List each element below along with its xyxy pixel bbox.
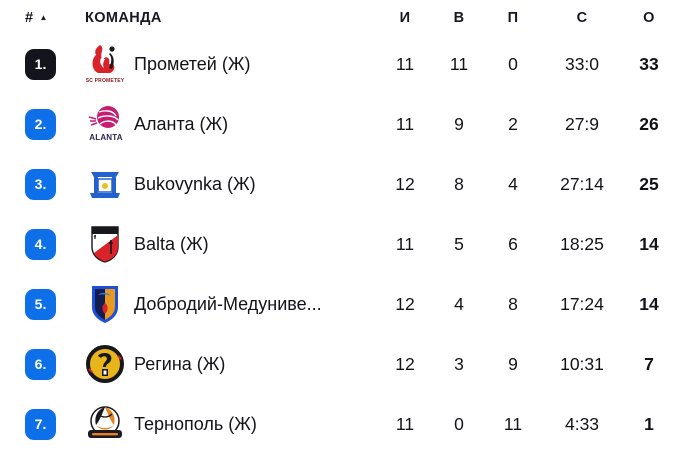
logo-caption-alanta: ALANTA: [89, 133, 123, 142]
header-losses[interactable]: П: [507, 10, 519, 26]
points-cell: 1: [644, 413, 654, 434]
wins-cell: 9: [454, 113, 464, 134]
rank-badge: 7.: [25, 408, 56, 440]
played-cell: 11: [395, 413, 415, 434]
header-rank[interactable]: # ▲: [25, 10, 56, 26]
losses-cell: 11: [503, 413, 523, 434]
played-cell: 12: [395, 353, 415, 374]
rank-badge: 4.: [25, 228, 56, 260]
score-cell: 18:25: [560, 233, 604, 254]
losses-cell: 0: [508, 53, 518, 74]
points-cell: 7: [644, 353, 654, 374]
team-name[interactable]: Bukovynka (Ж): [134, 173, 256, 194]
header-played[interactable]: И: [399, 10, 411, 26]
wins-cell: 8: [454, 173, 464, 194]
table-row[interactable]: 4. Balta (Ж) 11 5 6 18:25 14: [0, 214, 680, 274]
losses-cell: 6: [508, 233, 518, 254]
wins-cell: 0: [454, 413, 464, 434]
points-cell: 14: [639, 233, 659, 254]
played-cell: 11: [395, 233, 415, 254]
wins-cell: 3: [454, 353, 464, 374]
team-name[interactable]: Регина (Ж): [134, 353, 226, 374]
losses-cell: 4: [508, 173, 518, 194]
team-logo-ternopil: [56, 404, 132, 444]
header-rank-label: #: [25, 10, 34, 26]
rank-badge: 2.: [25, 108, 56, 140]
table-row[interactable]: 3. Bukovynka (Ж) 12 8 4 27:14 25: [0, 154, 680, 214]
header-wins[interactable]: В: [453, 10, 465, 26]
losses-cell: 2: [508, 113, 518, 134]
sort-asc-icon: ▲: [39, 13, 48, 22]
rank-badge: 6.: [25, 348, 56, 380]
team-logo-dobrodiy: [56, 283, 132, 325]
wins-cell: 4: [454, 293, 464, 314]
wins-cell: 11: [449, 53, 469, 74]
score-cell: 27:14: [560, 173, 604, 194]
rank-badge: 3.: [25, 168, 56, 200]
team-logo-alanta: ALANTA: [56, 102, 132, 146]
losses-cell: 9: [508, 353, 518, 374]
losses-cell: 8: [508, 293, 518, 314]
points-cell: 14: [639, 293, 659, 314]
score-cell: 33:0: [564, 53, 600, 74]
rank-badge: 5.: [25, 288, 56, 320]
score-cell: 27:9: [564, 113, 600, 134]
team-name[interactable]: Прометей (Ж): [134, 53, 251, 74]
points-cell: 33: [639, 53, 659, 74]
table-row[interactable]: 2. ALANTA Аланта (Ж) 11 9 2 27:9 26: [0, 94, 680, 154]
table-row[interactable]: 5. Добродий-Медуниве... 12 4 8 17:24 14: [0, 274, 680, 334]
points-cell: 26: [639, 113, 659, 134]
team-logo-prometey: SC PROMETEY: [56, 42, 132, 86]
header-team[interactable]: КОМАНДА: [85, 10, 162, 26]
played-cell: 12: [395, 173, 415, 194]
rank-badge: 1.: [25, 48, 56, 80]
team-name[interactable]: Тернополь (Ж): [134, 413, 257, 434]
team-name[interactable]: Добродий-Медуниве...: [134, 293, 322, 314]
team-logo-bukovynka: [56, 164, 132, 204]
table-row[interactable]: 6. Регина (Ж) 12 3 9 10:31 7: [0, 334, 680, 394]
team-name[interactable]: Аланта (Ж): [134, 113, 229, 134]
table-row[interactable]: 7. Тернополь (Ж) 11 0 11 4:33 1: [0, 394, 680, 454]
wins-cell: 5: [454, 233, 464, 254]
played-cell: 12: [395, 293, 415, 314]
points-cell: 25: [639, 173, 659, 194]
played-cell: 11: [395, 53, 415, 74]
table-row[interactable]: 1. SC PROMETEY Прометей (Ж) 11 11 0 33:0…: [0, 34, 680, 94]
played-cell: 11: [395, 113, 415, 134]
table-header: # ▲ КОМАНДА И В П С О: [0, 2, 680, 34]
score-cell: 17:24: [560, 293, 604, 314]
score-cell: 10:31: [560, 353, 604, 374]
header-score[interactable]: С: [576, 10, 588, 26]
team-name[interactable]: Balta (Ж): [134, 233, 209, 254]
logo-caption-prometey: SC PROMETEY: [86, 78, 125, 84]
score-cell: 4:33: [564, 413, 600, 434]
team-logo-regina: [56, 344, 132, 384]
header-points[interactable]: О: [643, 10, 655, 26]
team-logo-balta: [56, 223, 132, 265]
